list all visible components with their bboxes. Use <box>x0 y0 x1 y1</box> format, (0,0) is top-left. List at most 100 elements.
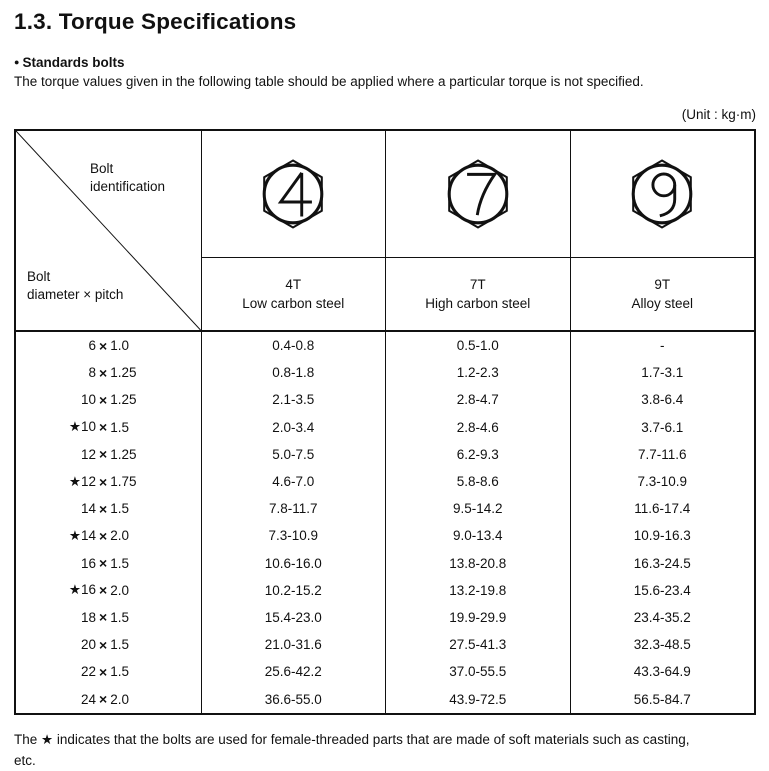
torque-value-cell: 11.6-17.4 <box>569 495 755 523</box>
hex-bolt-mark-icon <box>262 159 324 229</box>
bolt-diameter: 10 <box>80 419 96 435</box>
bolt-head-cell <box>385 131 570 257</box>
multiply-sign: × <box>99 473 108 490</box>
torque-value-cell: 0.4-0.8 <box>200 332 386 360</box>
torque-value-cell: 16.3-24.5 <box>569 549 755 577</box>
torque-table-header: Bolt identification Bolt diameter × pitc… <box>16 131 754 332</box>
bolt-pitch: 1.5 <box>110 609 129 625</box>
bolt-pitch: 2.0 <box>110 582 129 598</box>
corner-label-bolt-diameter-pitch: Bolt diameter × pitch <box>27 269 124 302</box>
section-heading-label: Standards bolts <box>22 55 125 70</box>
torque-value-cell: 0.5-1.0 <box>385 332 570 360</box>
torque-value-cell: 4.6-7.0 <box>200 467 386 496</box>
bolt-pitch: 2.0 <box>110 528 129 544</box>
bolt-pitch: 1.5 <box>110 419 129 435</box>
grade-code: 9T <box>654 277 671 292</box>
bolt-pitch: 1.25 <box>110 365 137 381</box>
torque-value-cell: 3.7-6.1 <box>569 413 755 441</box>
torque-table-body: 6 × 1.0 0.4-0.8 0.5-1.0-8 × 1.25 0.8-1.8 1.2-2.3… <box>16 332 754 713</box>
torque-value-cell: 7.3-10.9 <box>569 467 755 496</box>
multiply-sign: × <box>99 663 108 680</box>
torque-value-cell: 23.4-35.2 <box>569 603 755 632</box>
bolt-diameter: 16 <box>80 582 96 598</box>
bolt-size-cell: 6 × 1.0 <box>16 332 201 359</box>
torque-value-cell: 21.0-31.6 <box>200 631 386 659</box>
grade-code: 7T <box>469 277 486 292</box>
bolt-head-cell <box>200 131 386 257</box>
bolt-size-cell: 8 × 1.25 <box>16 359 201 386</box>
bolt-diameter: 16 <box>80 555 96 571</box>
bolt-pitch: 1.25 <box>110 446 137 462</box>
multiply-sign: × <box>99 636 108 653</box>
bolt-pitch: 1.5 <box>110 664 129 680</box>
grade-material: High carbon steel <box>425 296 531 311</box>
multiply-sign: × <box>99 364 108 381</box>
torque-value-cell: 9.5-14.2 <box>385 495 570 523</box>
torque-value-cell: 25.6-42.2 <box>200 658 386 686</box>
grade-label-cell: 4T Low carbon steel <box>200 257 385 330</box>
bolt-pitch: 1.0 <box>110 338 129 354</box>
bolt-size-cell: 18 × 1.5 <box>16 604 201 631</box>
multiply-sign: × <box>99 609 108 626</box>
bolt-diameter: 18 <box>80 609 96 625</box>
footnote: The ★ indicates that the bolts are used … <box>14 729 756 771</box>
star-mark: ★ <box>68 473 81 489</box>
unit-note: (Unit : kg·m) <box>681 107 756 122</box>
multiply-sign: × <box>99 391 108 408</box>
hex-bolt-mark-icon <box>631 159 693 229</box>
star-mark: ★ <box>68 419 81 435</box>
bolt-pitch: 1.5 <box>110 555 129 571</box>
multiply-sign: × <box>99 500 108 517</box>
torque-value-cell: 0.8-1.8 <box>200 359 386 387</box>
torque-value-cell: 5.8-8.6 <box>385 467 570 496</box>
torque-value-cell: 1.2-2.3 <box>385 359 570 387</box>
torque-value-cell: 10.9-16.3 <box>569 522 755 550</box>
torque-value-cell: 1.7-3.1 <box>569 359 755 387</box>
bolt-head-cell <box>569 131 755 257</box>
bolt-diameter: 12 <box>80 473 96 489</box>
multiply-sign: × <box>99 446 108 463</box>
torque-value-cell: 15.4-23.0 <box>200 603 386 632</box>
bolt-diameter: 20 <box>80 637 96 653</box>
torque-value-cell: 5.0-7.5 <box>200 440 386 468</box>
bolt-pitch: 2.0 <box>110 691 129 707</box>
bolt-pitch: 1.5 <box>110 637 129 653</box>
grade-material: Low carbon steel <box>242 296 345 311</box>
torque-value-cell: 7.3-10.9 <box>200 522 386 550</box>
bullet-icon: ● <box>14 57 20 67</box>
multiply-sign: × <box>99 582 108 599</box>
bolt-size-cell: 16 × 1.5 <box>16 550 201 577</box>
torque-value-cell: 37.0-55.5 <box>385 658 570 686</box>
multiply-sign: × <box>99 337 108 354</box>
bolt-size-cell: ★10 × 1.5 <box>16 414 201 441</box>
multiply-sign: × <box>99 555 108 572</box>
torque-value-cell: 2.1-3.5 <box>200 386 386 414</box>
torque-value-cell: 9.0-13.4 <box>385 522 570 550</box>
torque-value-cell: 10.6-16.0 <box>200 549 386 577</box>
torque-value-cell: 15.6-23.4 <box>569 576 755 604</box>
torque-value-cell: 13.8-20.8 <box>385 549 570 577</box>
torque-value-cell: 43.9-72.5 <box>385 685 570 713</box>
torque-value-cell: 13.2-19.8 <box>385 576 570 604</box>
torque-table: Bolt identification Bolt diameter × pitc… <box>14 129 756 715</box>
grade-label-cell: 7T High carbon steel <box>385 257 570 330</box>
bolt-size-cell: 12 × 1.25 <box>16 441 201 468</box>
bolt-size-cell: 20 × 1.5 <box>16 631 201 658</box>
bolt-size-cell: ★14 × 2.0 <box>16 522 201 549</box>
bolt-size-cell: 22 × 1.5 <box>16 658 201 685</box>
diagonal-divider-line <box>16 131 201 330</box>
star-mark: ★ <box>68 582 81 598</box>
star-mark: ★ <box>68 527 81 543</box>
torque-value-cell: 10.2-15.2 <box>200 576 386 604</box>
torque-value-cell: 7.7-11.6 <box>569 440 755 468</box>
page-title: 1.3. Torque Specifications <box>14 9 297 34</box>
bolt-diameter: 22 <box>80 664 96 680</box>
bolt-diameter: 12 <box>80 446 96 462</box>
torque-value-cell: 27.5-41.3 <box>385 631 570 659</box>
bolt-pitch: 1.5 <box>110 501 129 517</box>
bolt-diameter: 10 <box>80 392 96 408</box>
bolt-size-cell: 24 × 2.0 <box>16 685 201 712</box>
intro-text: The torque values given in the following… <box>14 74 644 89</box>
corner-label-bolt-identification: Bolt identification <box>90 161 166 194</box>
torque-value-cell: 56.5-84.7 <box>569 685 755 713</box>
